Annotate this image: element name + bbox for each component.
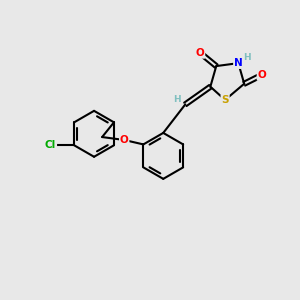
Text: Cl: Cl	[45, 140, 56, 150]
Text: O: O	[120, 135, 129, 145]
Text: O: O	[196, 48, 204, 58]
Text: H: H	[173, 95, 180, 104]
Text: N: N	[234, 58, 243, 68]
Text: H: H	[243, 53, 250, 62]
Text: O: O	[257, 70, 266, 80]
Text: S: S	[221, 95, 229, 105]
